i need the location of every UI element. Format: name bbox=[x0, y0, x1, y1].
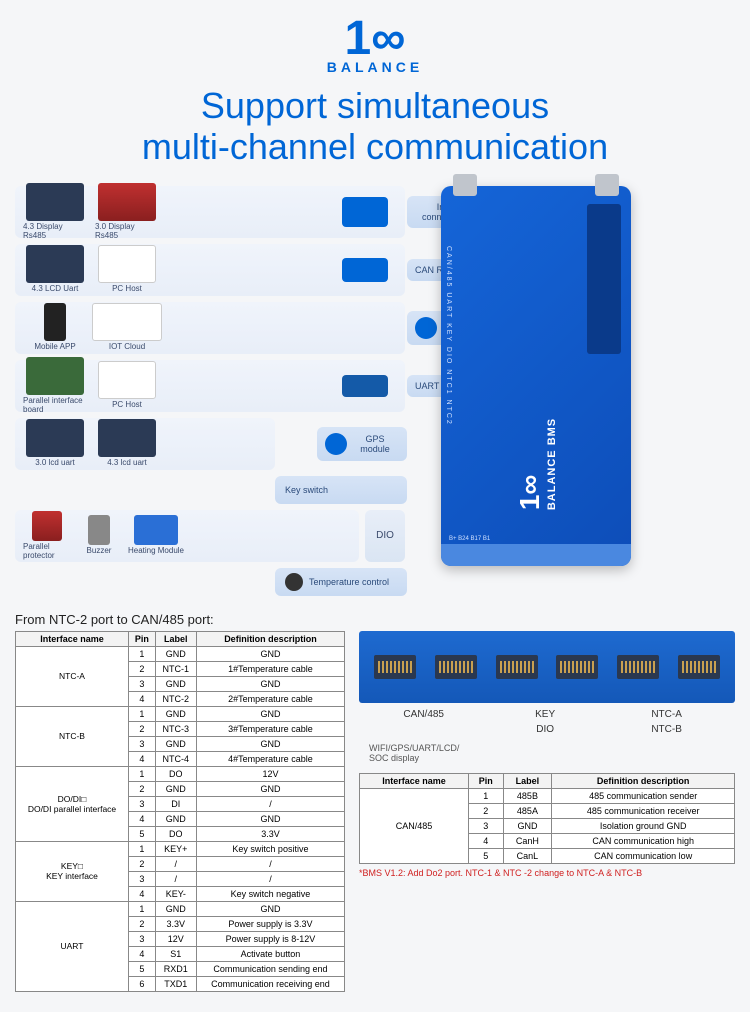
mod-label: 3.0 lcd uart bbox=[35, 459, 75, 468]
mod-label: IOT Cloud bbox=[109, 343, 145, 352]
brand-logo: 1∞ BALANCE bbox=[15, 20, 735, 75]
page: 1∞ BALANCE Support simultaneous multi-ch… bbox=[0, 0, 750, 1012]
dio-label: DIO bbox=[365, 510, 405, 562]
port-gps: GPS module bbox=[317, 427, 407, 461]
mod-label: PC Host bbox=[112, 285, 142, 294]
top-grid: 4.3 Display Rs485 3.0 Display Rs485 Inve… bbox=[15, 186, 735, 596]
bms-device: CAN/485 UART KEY DIO NTC1 NTC2 1∞ BALANC… bbox=[441, 186, 631, 566]
temp-row: Temperature control bbox=[275, 568, 405, 596]
temperature-control: Temperature control bbox=[275, 568, 407, 596]
headline: Support simultaneous multi-channel commu… bbox=[15, 85, 735, 168]
mod-label: PC Host bbox=[112, 401, 142, 410]
key-switch: Key switch bbox=[275, 476, 407, 504]
logo-text: BALANCE bbox=[15, 59, 735, 75]
mod-label: Buzzer bbox=[87, 547, 112, 556]
device-logo: 1∞ BALANCE BMS bbox=[514, 418, 558, 510]
mod-label: Parallel interface board bbox=[23, 397, 87, 415]
interface-table-2: Interface namePinLabelDefinition descrip… bbox=[359, 773, 735, 864]
mod-label: 4.3 LCD Uart bbox=[32, 285, 79, 294]
mod-label: Parallel protector bbox=[23, 543, 71, 561]
mod-label: Mobile APP bbox=[34, 343, 75, 352]
interface-table-1: Interface namePinLabelDefinition descrip… bbox=[15, 631, 345, 992]
section-title: From NTC-2 port to CAN/485 port: bbox=[15, 612, 735, 627]
modules-column: 4.3 Display Rs485 3.0 Display Rs485 Inve… bbox=[15, 186, 405, 596]
module-row-2: 4.3 LCD Uart PC Host CAN RS485 bbox=[15, 244, 405, 296]
port-names: CAN/485 KEY NTC-A DIO NTC-B bbox=[359, 709, 735, 743]
module-row-6: Parallel protector Buzzer Heating Module… bbox=[15, 510, 405, 562]
connector-strip bbox=[359, 631, 735, 703]
logo-mark: 1∞ bbox=[345, 20, 406, 58]
mod-label: 4.3 Display Rs485 bbox=[23, 223, 87, 241]
device-wrap: CAN/485 UART KEY DIO NTC1 NTC2 1∞ BALANC… bbox=[413, 186, 735, 596]
mod-label: 4.3 lcd uart bbox=[107, 459, 147, 468]
module-row-4: Parallel interface board PC Host UART bbox=[15, 360, 405, 412]
right-bottom: CAN/485 KEY NTC-A DIO NTC-B WIFI/GPS/UAR… bbox=[359, 631, 735, 992]
device-bottom-labels: B+ B24 B17 B1 bbox=[449, 536, 490, 542]
module-row-1: 4.3 Display Rs485 3.0 Display Rs485 Inve… bbox=[15, 186, 405, 238]
device-side-ports: CAN/485 UART KEY DIO NTC1 NTC2 bbox=[445, 246, 452, 426]
footnote: *BMS V1.2: Add Do2 port. NTC-1 & NTC -2 … bbox=[359, 868, 735, 878]
module-row-5: 3.0 lcd uart 4.3 lcd uart GPS module bbox=[15, 418, 275, 470]
port-defs-section: From NTC-2 port to CAN/485 port: Interfa… bbox=[15, 612, 735, 992]
module-row-3: Mobile APP IOT Cloud WIFI module bbox=[15, 302, 405, 354]
key-switch-row: Key switch bbox=[275, 476, 405, 504]
mod-label: Heating Module bbox=[128, 547, 184, 556]
port-sub: WIFI/GPS/UART/LCD/ SOC display bbox=[359, 743, 735, 763]
mod-label: 3.0 Display Rs485 bbox=[95, 223, 159, 241]
